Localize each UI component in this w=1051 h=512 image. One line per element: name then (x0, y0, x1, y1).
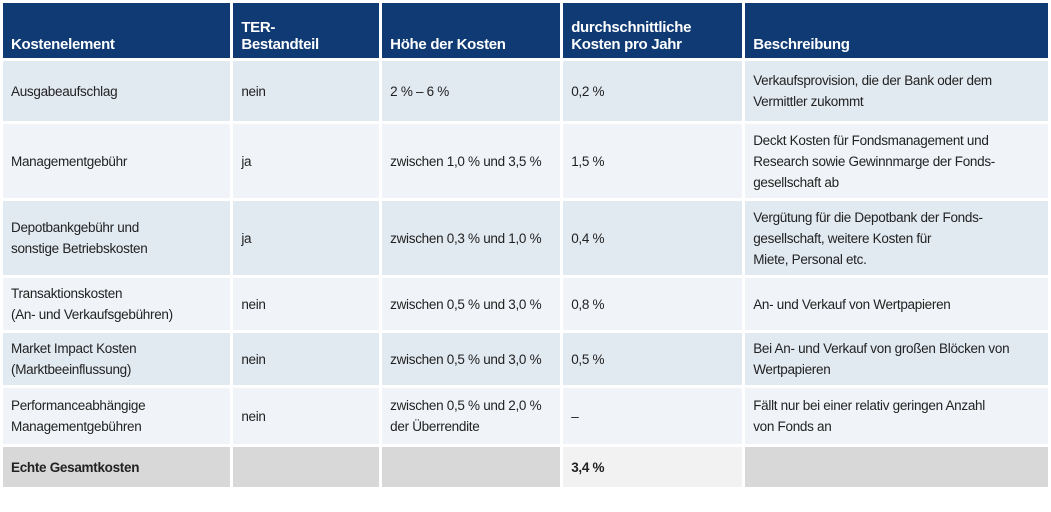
cell-hoehe: 2 % – 6 % (382, 61, 561, 121)
total-value: 3,4 % (563, 447, 743, 487)
cell-beschreibung: Verkaufsprovision, die der Bank oder dem… (745, 61, 1048, 121)
cell-durchschnitt: 0,5 % (563, 333, 743, 385)
cell-element: Depotbankgebühr und sonstige Betriebskost… (3, 201, 231, 275)
header-kostenelement: Kostenelement (3, 3, 231, 58)
header-beschreibung: Beschreibung (745, 3, 1048, 58)
cell-durchschnitt: 0,2 % (563, 61, 743, 121)
cell-beschreibung: Fällt nur bei einer relativ geringen Anz… (745, 388, 1048, 444)
cell-element: Performanceabhängige Managementgebühren (3, 388, 231, 444)
total-label: Echte Gesamtkosten (3, 447, 231, 487)
cost-table: Kostenelement TER- Bestandteil Höhe der K… (3, 3, 1048, 487)
total-empty-ter (233, 447, 380, 487)
cell-beschreibung: Deckt Kosten für Fondsmanagement und Rese… (745, 124, 1048, 198)
cell-ter: nein (233, 278, 380, 330)
total-empty-beschreibung (745, 447, 1048, 487)
cell-ter: nein (233, 333, 380, 385)
cell-ter: nein (233, 388, 380, 444)
cell-ter: ja (233, 201, 380, 275)
header-durchschnittliche-kosten: durchschnittliche Kosten pro Jahr (563, 3, 743, 58)
cell-beschreibung: Vergütung für die Depotbank der Fonds-ge… (745, 201, 1048, 275)
cell-durchschnitt: 0,4 % (563, 201, 743, 275)
table-header-row: Kostenelement TER- Bestandteil Höhe der K… (3, 3, 1048, 58)
cell-element: Managementgebühr (3, 124, 231, 198)
header-ter-bestandteil: TER- Bestandteil (233, 3, 380, 58)
table-row: Performanceabhängige Managementgebühren n… (3, 388, 1048, 444)
cell-durchschnitt: 0,8 % (563, 278, 743, 330)
total-empty-hoehe (382, 447, 561, 487)
cell-durchschnitt: – (563, 388, 743, 444)
cell-hoehe: zwischen 0,5 % und 2,0 % der Überrendite (382, 388, 561, 444)
table-row: Market Impact Kosten (Marktbeeinflussung)… (3, 333, 1048, 385)
cell-element: Transaktionskosten (An- und Verkaufsgebüh… (3, 278, 231, 330)
cell-durchschnitt: 1,5 % (563, 124, 743, 198)
cell-ter: ja (233, 124, 380, 198)
table-row: Transaktionskosten (An- und Verkaufsgebüh… (3, 278, 1048, 330)
header-hoehe-der-kosten: Höhe der Kosten (382, 3, 561, 58)
cell-hoehe: zwischen 1,0 % und 3,5 % (382, 124, 561, 198)
cell-hoehe: zwischen 0,3 % und 1,0 % (382, 201, 561, 275)
cell-beschreibung: An- und Verkauf von Wertpapieren (745, 278, 1048, 330)
cell-ter: nein (233, 61, 380, 121)
total-row: Echte Gesamtkosten 3,4 % (3, 447, 1048, 487)
cell-hoehe: zwischen 0,5 % und 3,0 % (382, 278, 561, 330)
cell-element: Ausgabeaufschlag (3, 61, 231, 121)
table-row: Ausgabeaufschlag nein 2 % – 6 % 0,2 % Ve… (3, 61, 1048, 121)
cell-beschreibung: Bei An- und Verkauf von großen Blöcken v… (745, 333, 1048, 385)
table-row: Managementgebühr ja zwischen 1,0 % und 3… (3, 124, 1048, 198)
cell-hoehe: zwischen 0,5 % und 3,0 % (382, 333, 561, 385)
table-row: Depotbankgebühr und sonstige Betriebskost… (3, 201, 1048, 275)
cell-element: Market Impact Kosten (Marktbeeinflussung) (3, 333, 231, 385)
